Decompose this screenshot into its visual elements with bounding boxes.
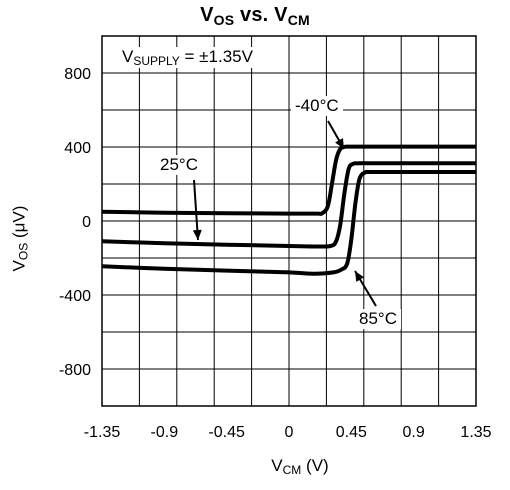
grid-lines [102,36,476,406]
series-label-minus40c-text: -40°C [295,96,339,115]
xlabel-unit: (V) [301,456,329,475]
title-os-sub: OS [213,12,235,28]
series-curve-minus40c [101,144,476,216]
chart-title: VOS vs. VCM [0,4,510,28]
series-label-85c-text: 85°C [359,309,397,328]
supply-annotation: VSUPPLY = ±1.35V [118,47,257,68]
arrow-85c-head [355,271,365,282]
x-tick-label: 0.9 [403,424,425,441]
annot-rest: = ±1.35V [179,47,253,66]
title-v: V [200,4,214,26]
series-label-25c: 25°C [156,155,202,175]
y-tick-label: -800 [59,362,91,379]
xlabel-sub: CM [282,463,302,477]
x-tick-label: 0.45 [336,424,367,441]
series-curve-25c [101,161,476,249]
arrow-25c [193,179,199,241]
ylabel-unit: (μV) [9,205,29,243]
series-curves [101,144,476,276]
annot-sub: SUPPLY [133,54,180,68]
y-tick-label: 800 [64,66,91,83]
y-tick-label: 0 [82,214,91,231]
annot-v: V [122,47,134,66]
arrow-25c-head [192,229,202,240]
xlabel-v: V [271,456,283,475]
title-cm-sub: CM [287,12,310,28]
ylabel-v: V [9,260,29,272]
plot-frame [101,35,477,407]
y-axis-label: VOS (μV) [8,206,31,274]
x-tick-label: -1.35 [84,424,121,441]
x-tick-label: -0.9 [151,424,179,441]
x-tick-label: 0 [285,424,294,441]
y-tick-label: 400 [64,140,91,157]
x-axis-label: VCM (V) [250,456,350,477]
series-label-85c: 85°C [355,309,401,329]
series-label-minus40c: -40°C [291,96,343,116]
series-curve-85c [101,169,476,276]
x-tick-label: -0.45 [208,424,245,441]
series-label-25c-text: 25°C [160,155,198,174]
arrow-minus40c-head [335,138,344,149]
ylabel-sub: OS [16,242,31,261]
title-vs: vs. V [234,4,288,26]
y-tick-label: -400 [59,288,91,305]
x-tick-label: 1.35 [460,424,491,441]
label-arrows [192,120,377,307]
tick-labels: -1.35 -0.9 -0.45 0 0.45 0.9 1.35 800 400 0 -400 -80… [59,66,492,441]
